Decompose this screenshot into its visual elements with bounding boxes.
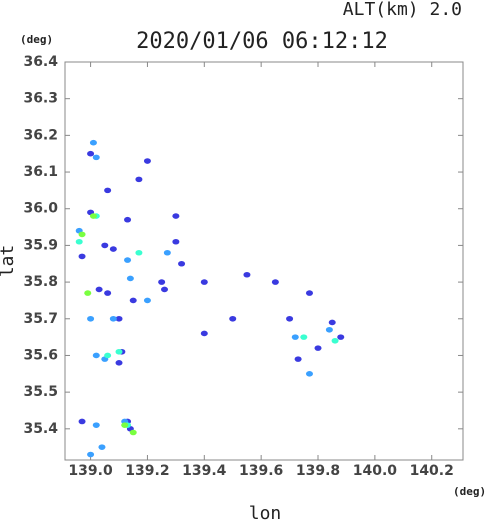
echo-point [78, 231, 86, 238]
echo-point [109, 246, 117, 252]
echo-point [89, 139, 97, 146]
echo-point [243, 271, 251, 278]
echo-point [328, 319, 336, 326]
echo-point [109, 315, 117, 322]
echo-point [178, 260, 186, 267]
y-tick-label: 35.5 [23, 384, 58, 400]
echo-point [92, 422, 100, 428]
echo-point [87, 451, 95, 458]
echo-point [84, 290, 92, 296]
x-unit: (deg) [453, 485, 486, 498]
echo-point [121, 422, 129, 428]
y-tick-label: 35.4 [23, 421, 58, 437]
x-tick-label: 139.2 [125, 463, 169, 479]
echo-point [101, 242, 109, 249]
echo-point [286, 315, 294, 322]
y-tick-label: 36.2 [23, 127, 58, 143]
echo-point [200, 330, 208, 337]
y-tick-label: 36.0 [23, 201, 58, 217]
echo-point [87, 315, 95, 322]
x-tick-label: 139.4 [182, 463, 227, 479]
x-tick-label: 140.0 [353, 463, 398, 479]
plot-frame [64, 61, 464, 461]
echo-point [89, 213, 97, 219]
echo-point [337, 334, 345, 340]
echo-point [325, 326, 333, 333]
echo-point [126, 275, 134, 282]
echo-point [87, 150, 95, 157]
y-unit: (deg) [20, 33, 53, 46]
echo-point [124, 257, 132, 263]
x-tick-label: 139.8 [296, 463, 340, 479]
y-tick-label: 36.1 [23, 164, 58, 180]
echo-point [129, 429, 137, 436]
y-tick-label: 36.4 [23, 54, 58, 70]
echo-point [78, 253, 86, 260]
echo-point [200, 279, 208, 285]
echo-point [161, 286, 168, 293]
echo-point [163, 249, 171, 256]
echo-point [143, 297, 151, 304]
echo-point [305, 290, 313, 296]
echo-point [78, 418, 86, 425]
echo-point [294, 356, 302, 362]
echo-point [305, 370, 313, 377]
x-tick-label: 139.0 [68, 463, 113, 479]
echo-point [104, 187, 112, 194]
echo-point [115, 348, 123, 355]
y-tick-label: 35.8 [23, 274, 58, 290]
echo-point [158, 279, 166, 285]
echo-point [300, 334, 308, 340]
echo-point [104, 290, 112, 296]
echo-point [172, 213, 180, 219]
echo-point [129, 297, 137, 304]
echo-point [331, 337, 339, 344]
echo-point [104, 352, 112, 359]
y-tick-label: 35.7 [23, 311, 58, 327]
echo-point [143, 158, 151, 164]
chart-title: 2020/01/06 06:12:12 [136, 29, 388, 54]
y-tick-label: 36.3 [23, 91, 58, 107]
y-axis-label: lat [0, 245, 18, 278]
echo-point [98, 444, 106, 450]
echo-point [115, 359, 123, 366]
echo-point [115, 315, 123, 322]
echo-point [135, 176, 143, 183]
echo-point [92, 154, 100, 161]
echo-point [271, 279, 279, 285]
echo-point [75, 238, 83, 245]
x-tick-label: 139.6 [239, 463, 283, 479]
subtitle: ALT(km) 2.0 [343, 0, 462, 20]
echo-point [291, 334, 299, 340]
echo-point [135, 249, 143, 256]
echo-point [172, 238, 180, 245]
echo-point [124, 216, 132, 223]
x-tick-label: 140.2 [410, 463, 454, 479]
x-axis-label: lon [249, 503, 282, 521]
echo-point [229, 315, 237, 322]
echo-point [95, 286, 103, 293]
echo-point [92, 352, 100, 359]
y-tick-label: 35.9 [23, 237, 58, 253]
echo-point [314, 345, 322, 351]
y-tick-label: 35.6 [23, 347, 58, 363]
